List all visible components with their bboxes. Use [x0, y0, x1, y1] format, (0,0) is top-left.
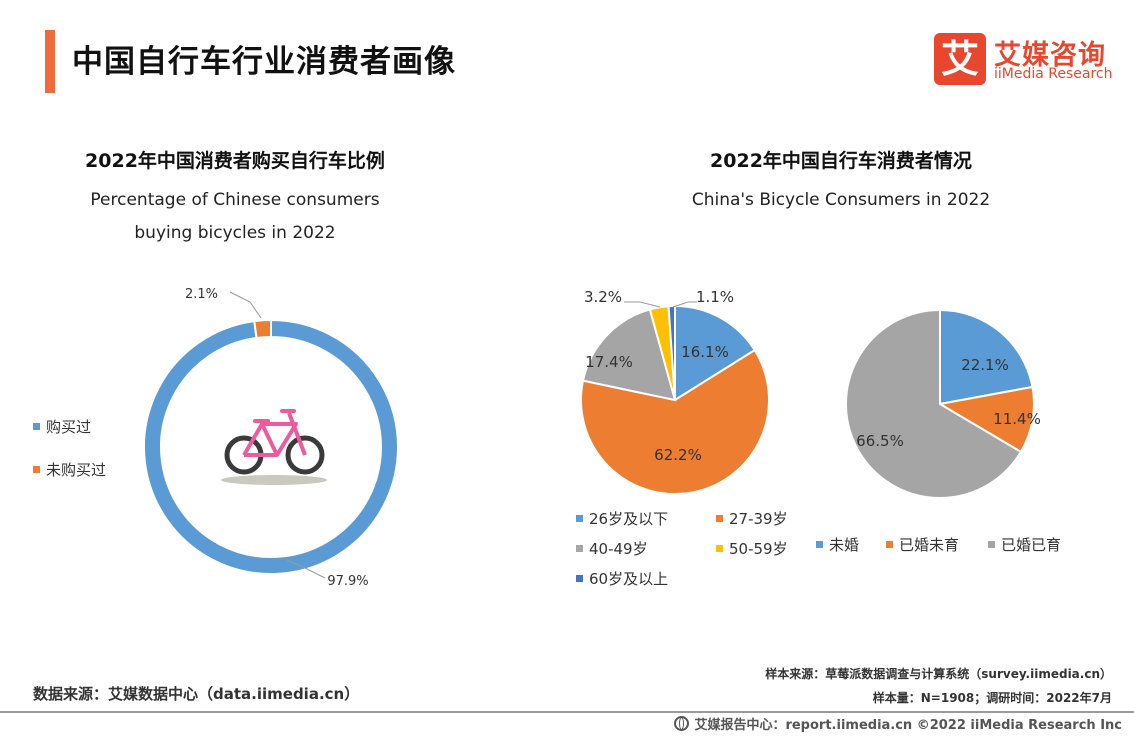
- legend-age-60-over: 60岁及以上: [576, 568, 668, 589]
- globe-icon: [674, 716, 690, 731]
- purchase-donut-chart: 97.9% 2.1%: [143, 287, 399, 589]
- logo-text-en: iiMedia Research: [994, 66, 1113, 82]
- footer-divider: [0, 711, 1134, 713]
- pie-slice-2-0: [939, 308, 1034, 406]
- legend-unmarried: 未婚: [816, 534, 859, 555]
- data-label-0-1: 2.1%: [185, 287, 218, 302]
- data-label-1-1: 62.2%: [654, 446, 702, 464]
- pie-slice-1-1: [580, 348, 770, 495]
- leader-line-1-3: [624, 301, 661, 308]
- footer-text: 艾媒报告中心：report.iimedia.cn ©2022 iiMedia R…: [694, 718, 1122, 733]
- marital-pie-chart: 22.1% 11.4% 66.5%: [845, 308, 1041, 499]
- footer: 艾媒报告中心：report.iimedia.cn ©2022 iiMedia R…: [674, 714, 1122, 733]
- legend-swatch: [33, 423, 40, 430]
- title-accent-bar: [45, 30, 55, 93]
- bicycle-icon: [221, 409, 327, 485]
- legend-married-no-children: 已婚未育: [886, 534, 959, 555]
- age-pie-chart: 16.1% 62.2% 17.4% 3.2% 1.1%: [580, 288, 770, 495]
- logo-text-cn: 艾媒咨询: [994, 40, 1106, 71]
- legend-not-purchased: 未购买过: [33, 459, 106, 480]
- leader-line-0-0: [286, 559, 326, 579]
- data-label-1-2: 17.4%: [585, 353, 633, 371]
- right-chart-title: 2022年中国自行车消费者情况 China's Bicycle Consumer…: [621, 146, 1061, 217]
- logo-mark-icon: 艾: [934, 33, 986, 85]
- pie-slice-1-0: [674, 304, 757, 402]
- right-chart-title-en: China's Bicycle Consumers in 2022: [691, 190, 991, 210]
- pie-slice-0-1: [253, 318, 272, 340]
- data-label-0-0: 97.9%: [327, 574, 368, 589]
- right-chart-title-cn: 2022年中国自行车消费者情况: [710, 150, 972, 172]
- leader-line-0-1: [229, 291, 262, 319]
- data-source: 数据来源：艾媒数据中心（data.iimedia.cn）: [33, 685, 360, 703]
- left-chart-title-en: Percentage of Chinese consumers buying b…: [90, 190, 380, 243]
- pie-slice-2-2: [845, 308, 1023, 499]
- data-label-1-4: 1.1%: [696, 288, 734, 306]
- data-label-2-1: 11.4%: [993, 410, 1041, 428]
- pie-slice-0-0: [143, 318, 399, 575]
- sample-size: 样本量：N=1908；调研时间：2022年7月: [872, 691, 1112, 705]
- legend-age-26-under: 26岁及以下: [576, 508, 668, 529]
- legend-purchased: 购买过: [33, 416, 91, 437]
- pie-slice-1-2: [581, 308, 677, 402]
- legend-age-40-49: 40-49岁: [576, 538, 648, 559]
- data-label-1-0: 16.1%: [681, 343, 729, 361]
- legend-age-27-39: 27-39岁: [716, 508, 788, 529]
- data-label-1-3: 3.2%: [584, 288, 622, 306]
- sample-source: 样本来源：草莓派数据调查与计算系统（survey.iimedia.cn）: [765, 667, 1112, 681]
- left-chart-title-cn: 2022年中国消费者购买自行车比例: [85, 150, 385, 172]
- left-chart-title: 2022年中国消费者购买自行车比例 Percentage of Chinese …: [15, 146, 455, 250]
- pie-slice-2-1: [937, 385, 1035, 454]
- data-label-2-0: 22.1%: [961, 356, 1009, 374]
- legend-age-50-59: 50-59岁: [716, 538, 788, 559]
- legend-swatch: [33, 466, 40, 473]
- iimedia-logo: 艾 艾媒咨询 iiMedia Research: [934, 33, 1114, 85]
- legend-married-with-children: 已婚已育: [988, 534, 1061, 555]
- leader-line-1-4: [672, 301, 697, 308]
- data-label-2-2: 66.5%: [856, 432, 904, 450]
- page-title: 中国自行车行业消费者画像: [72, 44, 456, 80]
